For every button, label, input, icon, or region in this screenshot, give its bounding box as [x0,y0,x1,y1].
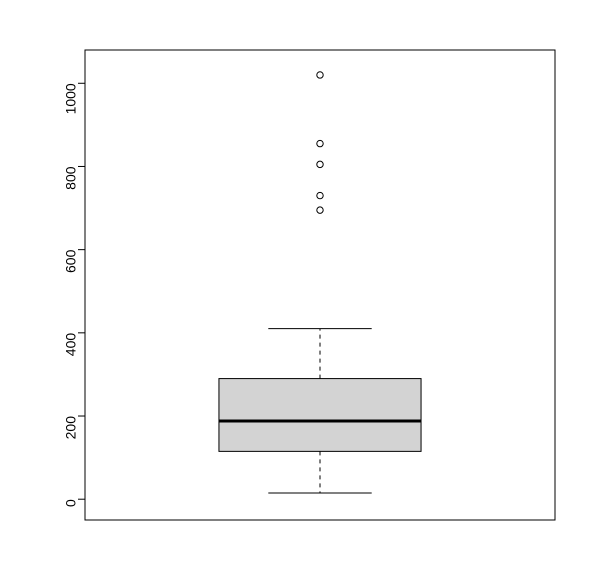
y-tick-label: 0 [63,499,79,507]
y-tick-label: 1000 [63,83,79,114]
chart-svg: 0 200 400 600 800 1000 [0,0,591,586]
y-tick-label: 600 [63,249,79,273]
box [219,379,421,452]
boxplot-chart: 0 200 400 600 800 1000 [0,0,591,586]
y-tick-label: 800 [63,166,79,190]
y-tick-label: 200 [63,416,79,440]
chart-bg [0,0,591,586]
y-tick-label: 400 [63,333,79,357]
